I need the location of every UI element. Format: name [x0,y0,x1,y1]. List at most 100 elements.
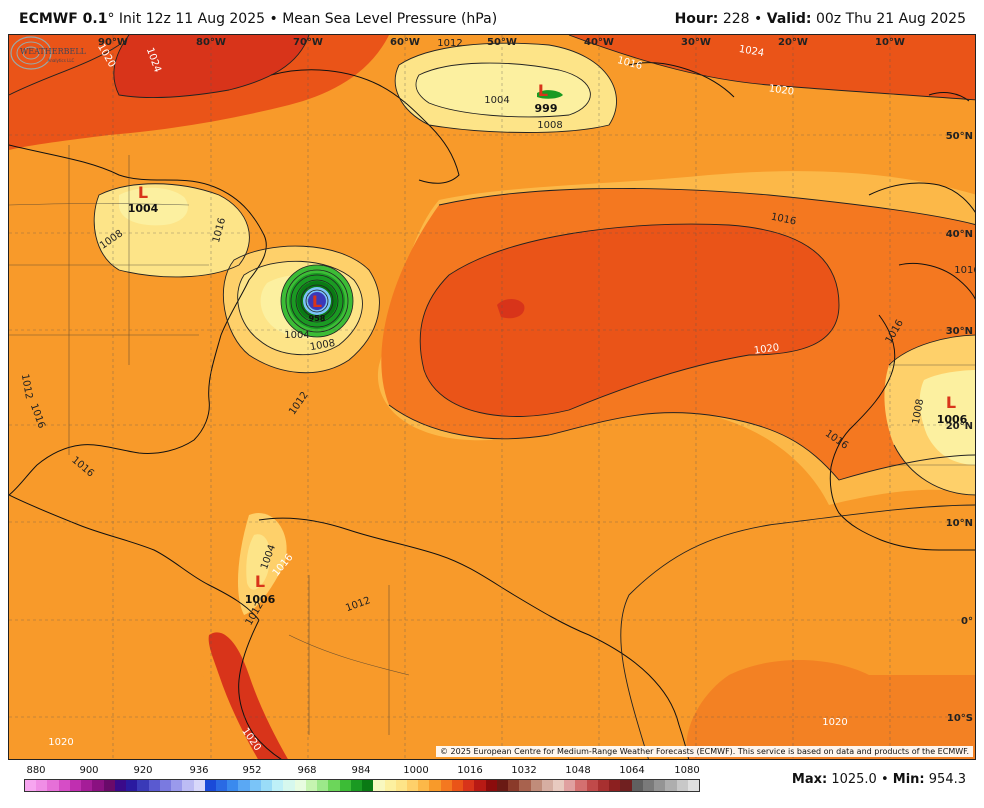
legend-swatch [317,780,329,791]
legend-swatch [227,780,239,791]
pressure-band-1004-north [416,63,591,117]
legend-label: 1000 [403,765,429,776]
min-value: 954.3 [928,772,966,787]
color-legend: 880 900 920 936 952 968 984 1000 1016 1032 1048 106… [24,765,700,795]
graticule [9,35,975,759]
low-symbol: L [138,183,148,202]
pressure-band-1004-lakes [119,187,188,226]
valid-label: Valid: [766,11,812,27]
contour-label: 1008 [911,398,926,425]
contour-label: 1020 [822,717,847,728]
legend-swatch [373,780,385,791]
lon-label: 20°W [778,37,808,48]
pressure-lows: L 999 L 1004 L 1006 L 1006 L 958 [128,81,968,606]
contour-label: 1020 [48,737,73,748]
legend-swatch [519,780,531,791]
legend-swatch [137,780,149,791]
legend-swatch [395,780,407,791]
contour-label: 1020 [768,83,795,97]
low-symbol: L [255,572,265,591]
legend-swatch [193,780,205,791]
legend-swatch [58,780,70,791]
max-label: Max: [791,772,828,787]
legend-swatch [485,780,497,791]
low-value: 958 [309,314,326,323]
contour-label: 1024 [738,44,765,59]
legend-label: 920 [133,765,153,776]
legend-swatch [654,780,666,791]
low-value: 999 [535,102,558,115]
legend-labels: 880 900 920 936 952 968 984 1000 1016 1032 1048 106… [24,765,700,779]
legend-swatch [114,780,127,791]
legend-swatch [260,780,273,791]
hour-value: 228 [722,11,750,27]
separator: • [269,11,278,27]
field-name: Mean Sea Level Pressure (hPa) [282,11,498,27]
legend-swatch [69,780,82,791]
legend-swatch [47,780,59,791]
lon-label: 40°W [584,37,614,48]
legend-swatch [339,780,351,791]
legend-swatch [463,780,475,791]
coastlines [9,62,975,759]
contour-label: 1012 [19,373,34,400]
lon-label: 60°W [390,37,420,48]
pressure-band-1000-north [537,90,563,99]
legend-swatch [586,780,598,791]
legend-swatch [249,780,261,791]
pressure-band-1024-north [113,35,309,98]
legend-swatch [182,780,194,791]
separator: • [880,772,889,787]
lon-label: 90°W [98,37,128,48]
legend-swatch [440,780,452,791]
lon-label: 80°W [196,37,226,48]
legend-label: 1032 [511,765,537,776]
valid-time-info: Hour: 228 • Valid: 00z Thu 21 Aug 2025 [675,11,966,27]
legend-label: 968 [297,765,317,776]
legend-swatch [665,780,677,791]
legend-swatch [530,780,542,791]
pressure-band-1020-south [686,660,975,759]
legend-swatch [631,780,643,791]
lon-label: 30°W [681,37,711,48]
contour-label: 1008 [309,338,336,353]
legend-color-bar [24,779,700,792]
low-value: 1006 [245,593,276,606]
degree-mark: ° [107,11,115,27]
lon-label: 70°W [293,37,323,48]
legend-swatch [429,780,441,791]
legend-swatch [676,780,688,791]
pressure-band-1020-northeast [569,35,975,100]
lat-label: 50°N [946,131,973,142]
low-value: 1004 [128,202,159,215]
legend-swatch [36,780,48,791]
legend-swatch [687,780,700,791]
model-name: ECMWF 0.1 [19,11,108,27]
contour-label: 1012 [437,38,462,49]
min-label: Min: [892,772,925,787]
hour-label: Hour: [674,11,719,27]
legend-label: 880 [26,765,46,776]
legend-swatch [575,780,587,791]
pressure-band-hurricane-eye [308,292,326,310]
legend-swatch [238,780,250,791]
copyright-notice: © 2025 European Centre for Medium-Range … [436,746,973,757]
legend-label: 952 [242,765,262,776]
init-time: Init 12z 11 Aug 2025 [118,11,266,27]
legend-swatch [350,780,363,791]
contour-label: 1008 [537,120,562,131]
legend-swatch [541,780,554,791]
legend-swatch [283,780,295,791]
legend-label: 1048 [565,765,591,776]
pressure-band-1016-south [620,505,975,759]
lon-label: 50°W [487,37,517,48]
hurricane-isobars [280,264,354,338]
legend-swatch [81,780,93,791]
legend-swatch [597,780,610,791]
legend-label: 900 [79,765,99,776]
legend-swatch [418,780,430,791]
legend-swatch [609,780,621,791]
legend-swatch [215,780,228,791]
weatherbell-logo: WEATHERBELL Analytics LLC [10,36,87,70]
legend-swatch [272,780,284,791]
